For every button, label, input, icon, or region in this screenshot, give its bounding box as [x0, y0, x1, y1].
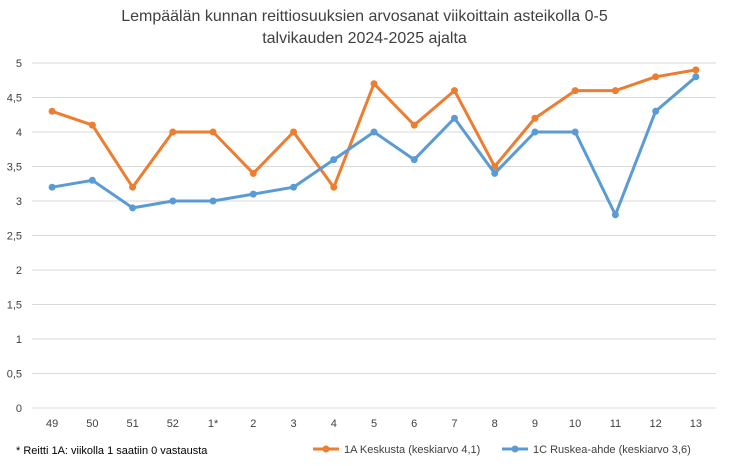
data-point [330, 156, 338, 164]
x-tick-label: 7 [451, 418, 457, 430]
data-point [652, 107, 660, 115]
data-point [410, 156, 418, 164]
data-point [611, 211, 619, 219]
data-point [531, 128, 539, 136]
data-point [531, 114, 539, 122]
data-point [249, 169, 257, 177]
x-tick-label: 4 [331, 418, 337, 430]
data-point [129, 204, 137, 212]
x-tick-label: 1* [208, 418, 219, 430]
x-tick-label: 8 [492, 418, 498, 430]
y-tick-label: 1 [16, 334, 22, 346]
x-tick-label: 2 [250, 418, 256, 430]
x-tick-label: 9 [532, 418, 538, 430]
data-point [290, 128, 298, 136]
legend-label: 1A Keskusta (keskiarvo 4,1) [344, 444, 480, 456]
data-point [129, 183, 137, 191]
data-point [692, 73, 700, 81]
data-point [290, 183, 298, 191]
series-lines [48, 66, 700, 219]
series-1 [48, 66, 700, 191]
y-tick-label: 3,5 [7, 162, 22, 174]
legend-marker [322, 445, 330, 453]
y-tick-label: 1,5 [7, 300, 22, 312]
data-point [450, 114, 458, 122]
data-point [88, 121, 96, 129]
x-tick-label: 49 [46, 418, 58, 430]
x-tick-label: 11 [610, 418, 621, 430]
y-tick-label: 4 [16, 127, 22, 139]
legend: 1A Keskusta (keskiarvo 4,1) 1C Ruskea-ahd… [313, 444, 691, 456]
x-tick-label: 6 [411, 418, 417, 430]
data-point [88, 176, 96, 184]
legend-marker [511, 445, 519, 453]
data-point [169, 128, 177, 136]
legend-item: 1C Ruskea-ahde (keskiarvo 3,6) [502, 444, 691, 456]
data-point [491, 163, 499, 170]
data-point [169, 197, 177, 205]
data-point [692, 66, 700, 74]
x-axis-ticks: 49 50 51 52 1* 2 3 4 5 6 7 8 9 10 11 12 13 [46, 418, 702, 430]
gridlines [32, 62, 716, 409]
data-point [48, 183, 56, 191]
legend-label: 1C Ruskea-ahde (keskiarvo 3,6) [533, 444, 691, 456]
x-tick-label: 51 [126, 418, 138, 430]
data-point [249, 190, 257, 198]
data-point [370, 128, 378, 136]
legend-item: 1A Keskusta (keskiarvo 4,1) [313, 444, 480, 456]
y-tick-label: 4,5 [7, 93, 22, 105]
data-point [209, 197, 217, 205]
x-tick-label: 10 [569, 418, 581, 430]
x-tick-label: 3 [290, 418, 296, 430]
y-tick-label: 2,5 [7, 231, 22, 243]
data-point [48, 107, 56, 115]
data-point [491, 169, 499, 177]
y-axis-ticks: 0 0,5 1 1,5 2 2,5 3 3,5 4 4,5 5 [7, 58, 22, 415]
x-tick-label: 12 [650, 418, 662, 430]
footnote: * Reitti 1A: viikolla 1 saatiin 0 vastau… [16, 445, 208, 457]
data-point [209, 128, 217, 136]
data-point [410, 121, 418, 129]
y-tick-label: 0,5 [7, 369, 22, 381]
y-tick-label: 3 [16, 196, 22, 208]
chart-title-line-1: Lempäälän kunnan reittiosuuksien arvosan… [121, 8, 608, 25]
x-tick-label: 13 [690, 418, 702, 430]
y-tick-label: 2 [16, 265, 22, 277]
data-point [330, 183, 338, 191]
y-tick-label: 0 [16, 403, 22, 415]
chart-title-line-2: talvikauden 2024-2025 ajalta [262, 30, 467, 47]
x-tick-label: 52 [167, 418, 179, 430]
data-point [611, 87, 619, 95]
data-point [571, 87, 579, 95]
data-point [450, 87, 458, 95]
data-point [370, 80, 378, 88]
x-tick-label: 50 [86, 418, 98, 430]
y-tick-label: 5 [16, 58, 22, 70]
data-point [571, 128, 579, 136]
series-2 [48, 73, 700, 219]
x-tick-label: 5 [371, 418, 377, 430]
data-point [652, 73, 660, 81]
